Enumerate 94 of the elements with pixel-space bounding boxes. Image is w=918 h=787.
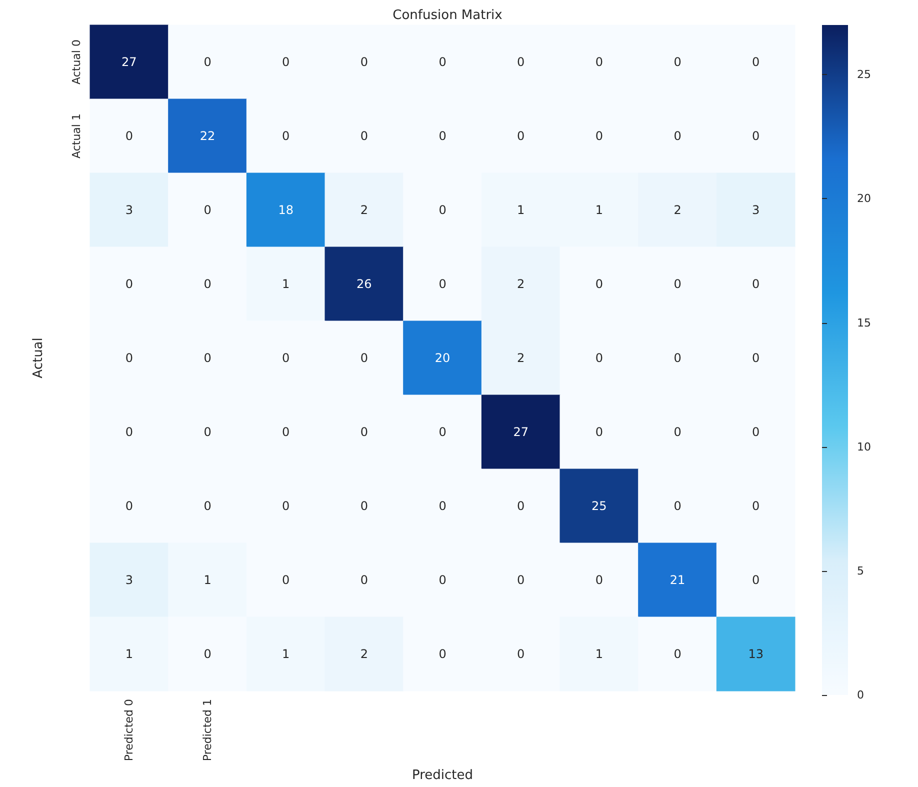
- data-label: 0: [595, 276, 603, 291]
- data-label: 1: [595, 646, 603, 661]
- data-label: 0: [595, 424, 603, 439]
- data-label: 0: [282, 498, 290, 513]
- data-label: 3: [125, 202, 133, 217]
- data-label: 0: [674, 498, 682, 513]
- data-label: 1: [282, 646, 290, 661]
- data-label: 0: [674, 424, 682, 439]
- data-label: 0: [282, 55, 290, 69]
- data-label: 0: [438, 55, 446, 69]
- data-label: 0: [674, 128, 682, 143]
- data-label: 0: [125, 424, 133, 439]
- chart-title: Confusion Matrix: [392, 8, 503, 23]
- data-label: 2: [517, 276, 525, 291]
- data-label: 20: [434, 350, 450, 365]
- color-bar-label: 5: [857, 564, 864, 578]
- data-label: 0: [360, 128, 368, 143]
- data-label: 21: [670, 572, 686, 587]
- data-label: 0: [517, 498, 525, 513]
- data-label: 0: [204, 276, 212, 291]
- data-label: 0: [282, 128, 290, 143]
- data-label: 0: [438, 498, 446, 513]
- color-bar-label: 25: [857, 68, 871, 82]
- data-label: 0: [125, 128, 133, 143]
- data-label: 0: [360, 424, 368, 439]
- x-tick-label: Predicted 1: [201, 698, 214, 762]
- data-label: 0: [204, 350, 212, 365]
- data-label: 0: [752, 498, 760, 513]
- data-label: 1: [125, 646, 133, 661]
- y-axis-title: Actual: [31, 338, 46, 378]
- data-label: 0: [282, 572, 290, 587]
- data-label: 18: [278, 202, 294, 217]
- data-label: 0: [674, 55, 682, 69]
- data-label: 0: [438, 276, 446, 291]
- data-label: 27: [513, 424, 528, 439]
- data-label: 0: [674, 350, 682, 365]
- data-label: 0: [438, 646, 446, 661]
- data-label: 0: [204, 498, 212, 513]
- data-label: 0: [752, 424, 760, 439]
- data-label: 0: [282, 424, 290, 439]
- data-label: 0: [204, 202, 212, 217]
- data-label: 2: [360, 202, 368, 217]
- data-label: 3: [752, 202, 760, 217]
- data-label: 0: [282, 350, 290, 365]
- y-tick-label: Actual 1: [70, 114, 83, 158]
- data-label: 26: [356, 276, 372, 291]
- data-label: 0: [674, 276, 682, 291]
- data-label: 0: [595, 128, 603, 143]
- data-label: 0: [517, 128, 525, 143]
- data-label: 0: [674, 646, 682, 661]
- data-label: 2: [674, 202, 682, 217]
- data-label: 0: [438, 202, 446, 217]
- data-label: 0: [438, 128, 446, 143]
- color-bar-label: 10: [857, 440, 871, 454]
- data-label: 0: [125, 498, 133, 513]
- data-label: 0: [438, 424, 446, 439]
- data-label: 0: [360, 55, 368, 69]
- color-bar-label: 0: [857, 688, 864, 702]
- data-label: 0: [595, 572, 603, 587]
- data-label: 1: [282, 276, 290, 291]
- data-label: 0: [204, 55, 212, 69]
- data-label: 3: [125, 572, 133, 587]
- data-label: 0: [517, 646, 525, 661]
- y-tick-label: Actual 0: [70, 40, 83, 84]
- data-label: 0: [360, 350, 368, 365]
- data-label: 0: [517, 572, 525, 587]
- data-label: 2: [517, 350, 525, 365]
- data-label: 1: [204, 572, 212, 587]
- color-bar-label: 20: [857, 192, 871, 206]
- data-label: 1: [595, 202, 603, 217]
- data-label: 0: [204, 424, 212, 439]
- data-label: 1: [517, 202, 525, 217]
- x-tick-label: Predicted 0: [122, 698, 136, 762]
- data-label: 0: [360, 498, 368, 513]
- x-axis-title: Predicted: [412, 768, 474, 783]
- data-label: 0: [595, 350, 603, 365]
- data-label: 0: [360, 572, 368, 587]
- data-label: 0: [125, 350, 133, 365]
- data-label: 0: [125, 276, 133, 291]
- data-label: 0: [752, 55, 760, 69]
- data-label: 0: [204, 646, 212, 661]
- color-bar-label: 15: [857, 316, 871, 330]
- data-label: 0: [752, 350, 760, 365]
- data-label: 13: [748, 646, 764, 661]
- data-label: 0: [595, 55, 603, 69]
- data-label: 25: [592, 498, 607, 513]
- data-label: 27: [122, 55, 137, 69]
- data-label: 0: [752, 276, 760, 291]
- data-label: 0: [752, 572, 760, 587]
- data-label: 22: [200, 128, 216, 143]
- data-label: 0: [752, 128, 760, 143]
- data-label: 2: [360, 646, 368, 661]
- data-label: 0: [517, 55, 525, 69]
- data-label: 0: [438, 572, 446, 587]
